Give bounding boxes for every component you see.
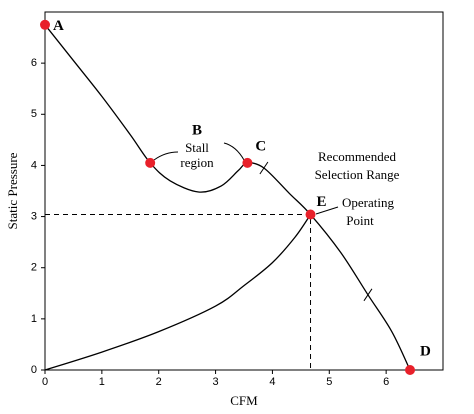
x-axis-label: CFM <box>230 393 258 408</box>
x-tick-label: 5 <box>326 376 332 388</box>
point-label: D <box>420 343 431 359</box>
y-tick-label: 1 <box>31 313 37 325</box>
point-marker <box>305 209 316 220</box>
x-tick-label: 2 <box>156 376 162 388</box>
annotation-arrow <box>315 206 339 215</box>
y-tick-label: 5 <box>31 108 37 120</box>
annotation: Selection Range <box>315 167 400 182</box>
guide-line <box>45 214 312 370</box>
point-marker <box>405 365 416 375</box>
x-tick-label: 6 <box>383 376 389 388</box>
y-tick-label: 6 <box>31 57 37 69</box>
x-tick-label: 3 <box>213 376 219 388</box>
annotation: region <box>180 155 214 170</box>
point-label-b: B <box>192 122 202 138</box>
point-label: C <box>255 138 266 154</box>
point-label: A <box>53 18 64 34</box>
x-tick-label: 0 <box>42 376 48 388</box>
point-marker <box>242 157 253 168</box>
y-tick-label: 0 <box>31 364 37 376</box>
y-tick-label: 2 <box>31 262 37 274</box>
x-tick-label: 1 <box>99 376 105 388</box>
range-tick <box>363 288 373 302</box>
plot-frame <box>44 11 444 371</box>
y-axis-label: Static Pressure <box>5 152 20 229</box>
annotation: Operating <box>342 195 394 210</box>
annotation: Recommended <box>318 149 396 164</box>
y-tick-label: 4 <box>31 159 37 171</box>
point-marker <box>40 19 50 30</box>
point-label: E <box>317 194 327 210</box>
annotation-arrow <box>153 151 179 161</box>
y-tick-label: 3 <box>31 210 37 222</box>
point-marker <box>145 157 156 168</box>
annotation-arrow <box>223 142 245 161</box>
x-tick-label: 4 <box>269 376 275 388</box>
range-tick <box>259 161 269 175</box>
annotation: Stall <box>185 140 209 155</box>
curve <box>44 24 411 371</box>
annotation: Point <box>346 213 374 228</box>
curve <box>44 214 312 371</box>
